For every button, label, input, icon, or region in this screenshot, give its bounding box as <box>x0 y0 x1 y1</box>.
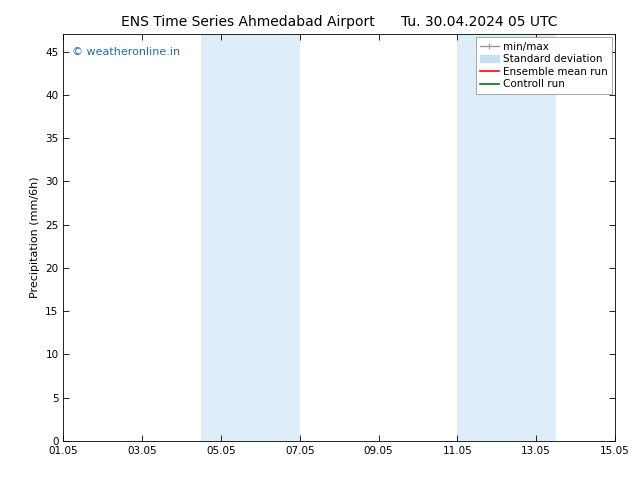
Title: ENS Time Series Ahmedabad Airport      Tu. 30.04.2024 05 UTC: ENS Time Series Ahmedabad Airport Tu. 30… <box>121 15 557 29</box>
Text: © weatheronline.in: © weatheronline.in <box>72 47 180 56</box>
Bar <box>457 34 497 441</box>
Bar <box>202 34 241 441</box>
Legend: min/max, Standard deviation, Ensemble mean run, Controll run: min/max, Standard deviation, Ensemble me… <box>476 37 612 94</box>
Y-axis label: Precipitation (mm/6h): Precipitation (mm/6h) <box>30 177 40 298</box>
Bar <box>241 34 300 441</box>
Bar <box>497 34 556 441</box>
